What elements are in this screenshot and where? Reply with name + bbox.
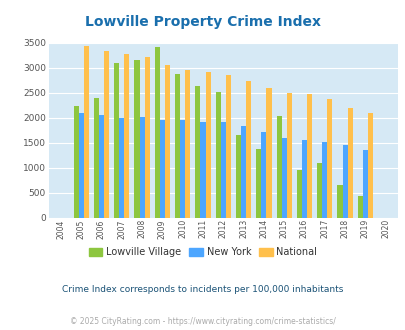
Bar <box>94 98 99 218</box>
Bar <box>124 54 129 218</box>
Bar <box>180 120 185 218</box>
Bar <box>301 140 306 218</box>
Bar <box>195 86 200 218</box>
Bar <box>235 135 241 218</box>
Bar <box>306 94 311 218</box>
Bar <box>79 113 83 218</box>
Bar <box>175 74 180 218</box>
Bar <box>160 120 164 218</box>
Bar <box>134 60 139 218</box>
Bar <box>276 116 281 218</box>
Bar <box>185 70 190 218</box>
Bar <box>286 93 291 218</box>
Text: Crime Index corresponds to incidents per 100,000 inhabitants: Crime Index corresponds to incidents per… <box>62 285 343 294</box>
Bar <box>296 170 301 218</box>
Bar <box>362 150 367 218</box>
Bar <box>99 115 104 218</box>
Bar <box>164 65 170 218</box>
Bar <box>114 63 119 218</box>
Text: © 2025 CityRating.com - https://www.cityrating.com/crime-statistics/: © 2025 CityRating.com - https://www.city… <box>70 317 335 326</box>
Bar <box>357 196 362 218</box>
Bar <box>266 88 271 218</box>
Bar <box>281 138 286 218</box>
Bar <box>322 142 326 218</box>
Bar <box>154 47 160 218</box>
Bar <box>83 47 89 218</box>
Bar <box>200 122 205 218</box>
Bar <box>342 145 347 218</box>
Bar <box>215 92 220 218</box>
Bar <box>261 132 266 218</box>
Bar <box>220 122 225 218</box>
Bar <box>316 163 322 218</box>
Legend: Lowville Village, New York, National: Lowville Village, New York, National <box>85 243 320 261</box>
Bar <box>347 108 352 218</box>
Bar <box>367 113 372 218</box>
Bar <box>245 82 251 218</box>
Bar <box>225 75 230 218</box>
Bar <box>205 72 210 218</box>
Bar <box>139 117 144 218</box>
Bar <box>241 126 245 218</box>
Text: Lowville Property Crime Index: Lowville Property Crime Index <box>85 15 320 29</box>
Bar <box>104 51 109 218</box>
Bar <box>73 106 79 218</box>
Bar <box>119 118 124 218</box>
Bar <box>144 57 149 218</box>
Bar <box>337 185 342 218</box>
Bar <box>256 149 261 218</box>
Bar <box>326 99 332 218</box>
